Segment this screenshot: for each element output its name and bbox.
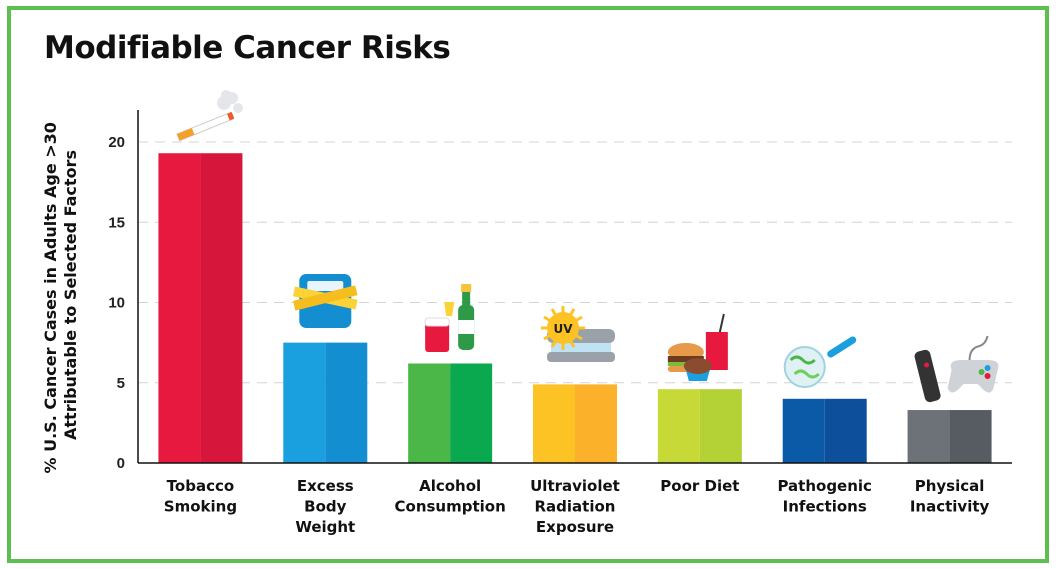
microbe-icon xyxy=(783,336,857,388)
x-labels: Tobacco Smoking Excess Body Weight Alcohol Con… xyxy=(164,477,990,536)
bar xyxy=(657,389,742,463)
uv-icon-label: UV xyxy=(553,322,573,336)
y-tick-label: 0 xyxy=(117,455,125,472)
chart-title: Modifiable Cancer Risks xyxy=(44,30,451,66)
drinks-icon xyxy=(424,284,475,352)
bars xyxy=(158,153,992,464)
cigarette-icon xyxy=(176,90,243,142)
x-category-label: Physical Inactivity xyxy=(910,477,990,516)
scale-icon xyxy=(292,274,358,328)
game-controller-icon xyxy=(914,335,999,403)
bar xyxy=(533,384,617,463)
y-ticks: 0 5 10 15 20 xyxy=(108,134,125,472)
y-tick-label: 5 xyxy=(117,375,125,392)
tanning-bed-icon: UV xyxy=(541,306,615,362)
y-tick-label: 20 xyxy=(108,134,125,151)
x-category-label: Ultraviolet Radiation Exposure xyxy=(530,477,620,536)
y-tick-label: 10 xyxy=(108,295,125,312)
x-category-label: Tobacco Smoking xyxy=(164,477,237,516)
y-axis-label: % U.S. Cancer Cases in Adults Age >30 At… xyxy=(41,117,80,474)
x-category-label: Excess Body Weight xyxy=(295,477,355,536)
bar xyxy=(158,153,243,464)
bar xyxy=(408,363,493,463)
icons: UV xyxy=(176,90,999,403)
bar xyxy=(283,342,368,463)
y-tick-label: 15 xyxy=(108,214,125,231)
bar xyxy=(907,410,992,463)
x-category-label: Poor Diet xyxy=(660,477,739,495)
x-category-label: Pathogenic Infections xyxy=(777,477,872,516)
bar xyxy=(782,398,867,463)
x-category-label: Alcohol Consumption xyxy=(395,477,506,516)
fast-food-icon xyxy=(667,313,728,381)
axes xyxy=(137,110,1012,464)
